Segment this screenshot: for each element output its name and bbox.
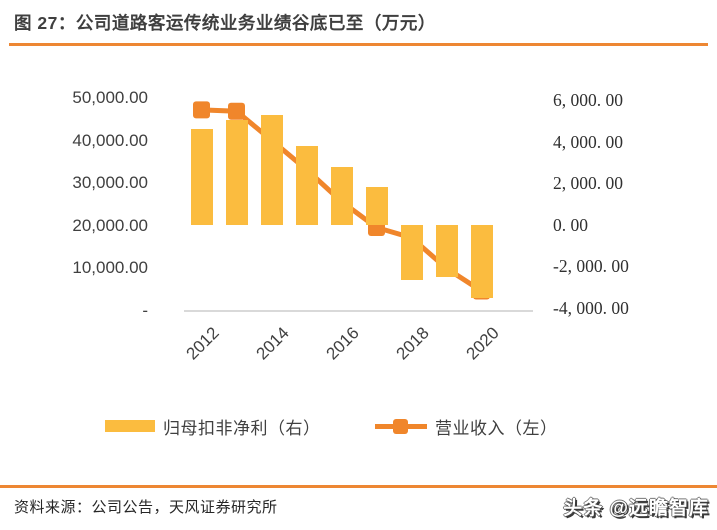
net-profit-bar-2020 <box>470 224 493 298</box>
x-axis-line <box>184 309 533 312</box>
right-axis-tick: 0. 00 <box>553 214 588 235</box>
line-series-marker-swatch <box>393 418 408 434</box>
left-axis-tick: 20,000.00 <box>72 215 148 235</box>
right-axis-tick: -4, 000. 00 <box>553 298 629 318</box>
watermark-text: 头条 @远瞻智库 <box>563 498 709 519</box>
legend-label-net-profit: 归母扣非净利（右） <box>163 418 321 438</box>
left-axis-tick: 30,000.00 <box>72 173 148 193</box>
left-axis-tick: 10,000.00 <box>72 258 148 278</box>
right-axis-tick: 6, 000. 00 <box>553 90 623 110</box>
footer-rule <box>0 485 717 488</box>
figure-title: 图 27：公司道路客运传统业务业绩谷底已至（万元） <box>14 13 436 33</box>
line-series-swatch <box>375 418 427 434</box>
net-profit-bar-2017 <box>365 187 388 225</box>
net-profit-bar-2014 <box>260 114 283 225</box>
net-profit-bar-2013 <box>225 119 248 225</box>
legend-item-revenue: 营业收入（左） <box>375 415 558 438</box>
left-axis-tick: 40,000.00 <box>72 130 148 150</box>
bar-series-swatch <box>105 420 155 432</box>
net-profit-bar-2018 <box>400 224 423 280</box>
net-profit-bar-2016 <box>330 166 353 225</box>
legend-item-net-profit: 归母扣非净利（右） <box>105 415 321 438</box>
revenue-marker-2012 <box>193 101 210 119</box>
source-note: 资料来源：公司公告，天风证券研究所 <box>14 499 278 516</box>
net-profit-bar-2019 <box>435 224 458 277</box>
right-axis-tick: 2, 000. 00 <box>553 173 623 194</box>
title-underline-rule <box>9 43 708 46</box>
right-axis-tick: 4, 000. 00 <box>553 131 623 152</box>
net-profit-bar-2012 <box>190 129 213 225</box>
left-axis-tick: 50,000.00 <box>72 88 148 107</box>
right-axis-tick: -2, 000. 00 <box>553 256 629 277</box>
legend-label-revenue: 营业收入（左） <box>435 418 558 438</box>
left-axis-tick: - <box>142 301 148 320</box>
net-profit-bar-2015 <box>295 145 318 225</box>
revenue-marker-2013 <box>228 102 245 120</box>
